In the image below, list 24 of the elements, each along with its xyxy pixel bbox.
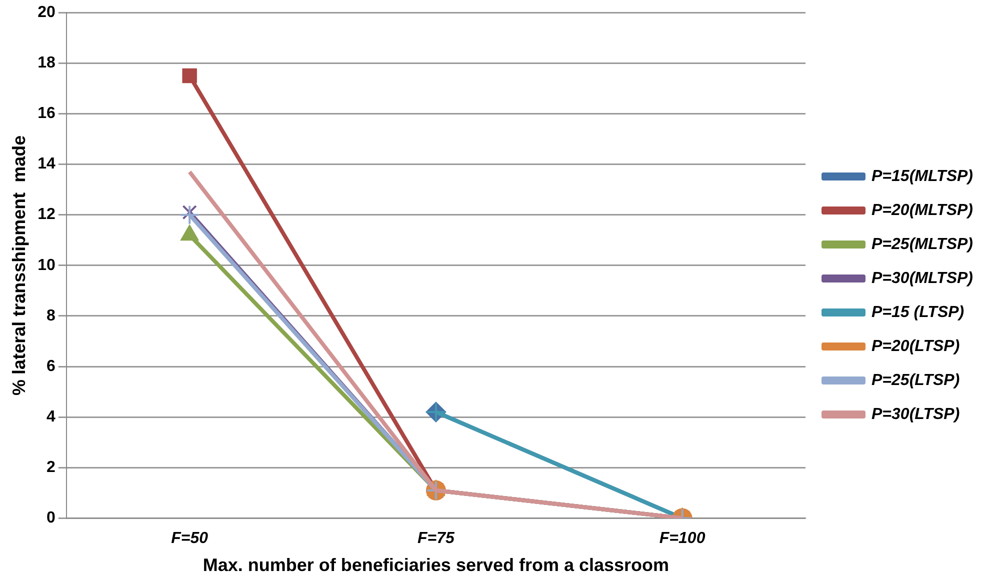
y-tick-label: 10 (38, 256, 56, 274)
y-axis-title: % lateral transshipment made (8, 135, 29, 396)
y-tick-label: 4 (46, 408, 56, 426)
y-tick-label: 20 (38, 4, 56, 22)
y-tick-label: 2 (46, 459, 56, 476)
y-tick-label: 14 (38, 156, 56, 173)
y-tick-label: 12 (38, 206, 56, 224)
legend-label: P=25(LTSP) (872, 372, 960, 389)
y-tick-label: 16 (38, 105, 56, 122)
y-tick-label: 0 (46, 510, 56, 527)
x-tick-label: F=50 (171, 530, 208, 548)
x-tick-label: F=100 (659, 530, 706, 548)
y-tick-label: 18 (38, 54, 56, 72)
y-tick-label: 6 (46, 358, 56, 375)
legend-label: P=15(MLTSP) (872, 168, 973, 185)
legend-label: P=15 (LTSP) (872, 304, 964, 321)
legend-label: P=30(LTSP) (872, 406, 960, 423)
y-tick-label: 8 (46, 307, 56, 324)
x-axis-title: Max. number of beneficiaries served from a classroom (202, 555, 670, 576)
x-tick-label: F=75 (417, 530, 456, 548)
legend-label: P=30(MLTSP) (872, 270, 973, 287)
legend-label: P=20(MLTSP) (872, 202, 973, 219)
legend-label: P=25(MLTSP) (872, 236, 973, 253)
legend-label: P=20(LTSP) (872, 338, 960, 355)
